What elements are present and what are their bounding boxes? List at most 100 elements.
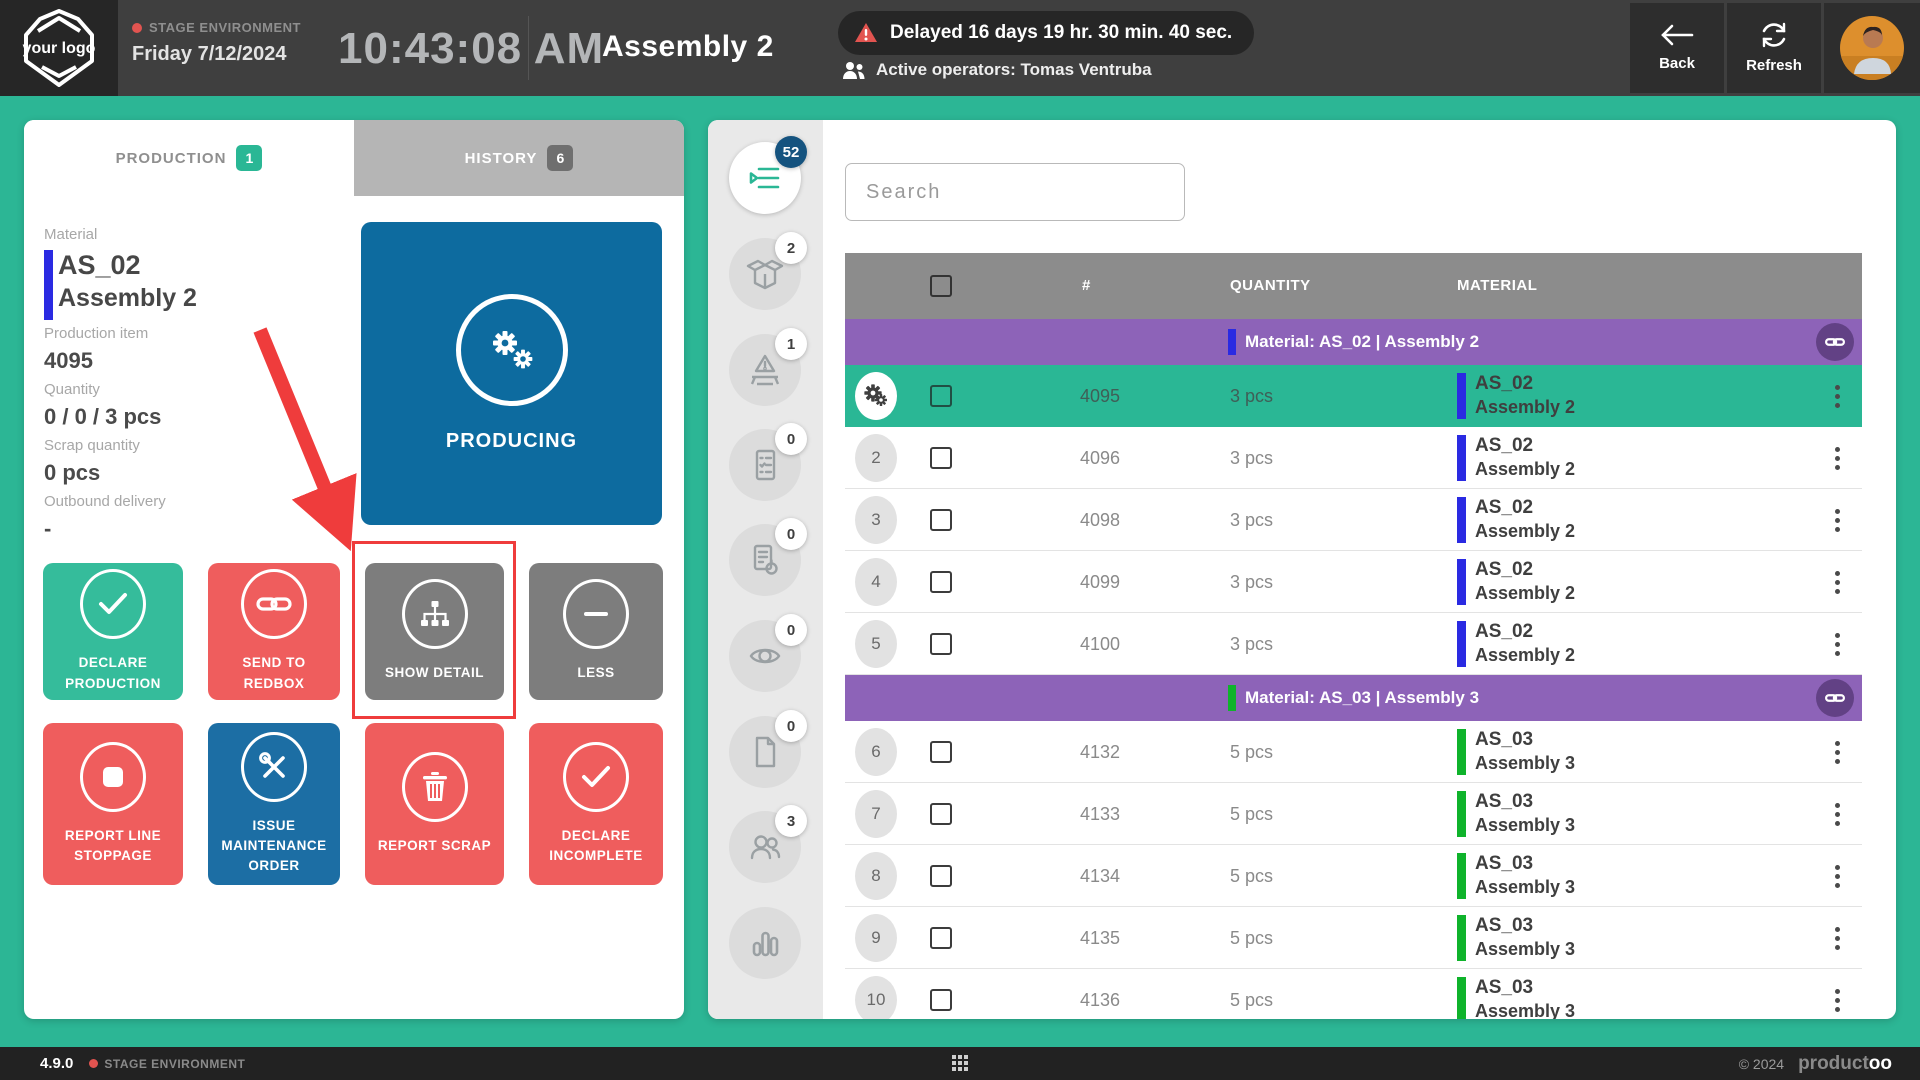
report-line-stoppage-button[interactable]: REPORT LINE STOPPAGE [43, 723, 183, 885]
table-row[interactable]: 7 4133 5 pcs AS_03 Assembly 3 [845, 783, 1862, 845]
tab-history[interactable]: HISTORY 6 [354, 120, 684, 196]
declare-production-button[interactable]: DECLARE PRODUCTION [43, 563, 183, 700]
row-index: 8 [871, 866, 881, 885]
row-number: 4099 [1080, 572, 1121, 592]
producing-circle [455, 294, 568, 406]
row-menu-button[interactable] [1826, 923, 1848, 953]
row-material-name: Assembly 2 [1475, 521, 1576, 541]
order-table: # QUANTITY MATERIAL Material: AS_02 | As… [845, 253, 1862, 1019]
company-logo[interactable]: your logo [0, 0, 118, 96]
tab-production-badge: 1 [236, 145, 263, 171]
producing-status-tile[interactable]: PRODUCING [361, 222, 662, 525]
group-link-icon[interactable] [1816, 679, 1854, 717]
report-scrap-button[interactable]: REPORT SCRAP [365, 723, 504, 885]
rail-item-packaging[interactable]: 2 [729, 232, 807, 310]
rail-item-statistics[interactable] [729, 907, 801, 979]
table-row[interactable]: 10 4136 5 pcs AS_03 Assembly 3 [845, 969, 1862, 1019]
warning-triangle-icon [855, 23, 877, 42]
rail-badge-checklists: 0 [775, 423, 807, 455]
table-row[interactable]: 5 4100 3 pcs AS_02 Assembly 2 [845, 613, 1862, 675]
row-menu-button[interactable] [1826, 443, 1848, 473]
row-material-name: Assembly 3 [1475, 1001, 1576, 1019]
table-row[interactable]: 3 4098 3 pcs AS_02 Assembly 2 [845, 489, 1862, 551]
rail-item-checklists[interactable]: 0 [729, 423, 807, 501]
row-menu-button[interactable] [1826, 505, 1848, 535]
rail-badge-worklist: 52 [775, 136, 807, 168]
row-index-circle: 9 [855, 914, 897, 962]
material-code: AS_02 [58, 250, 141, 280]
hierarchy-circle-icon [401, 579, 468, 650]
declare-incomplete-button[interactable]: DECLARE INCOMPLETE [529, 723, 663, 885]
row-checkbox[interactable] [930, 633, 952, 655]
row-material-code: AS_03 [1475, 729, 1534, 750]
row-checkbox[interactable] [930, 385, 952, 407]
logo-text: your logo [22, 40, 96, 57]
rail-item-documents[interactable]: 0 [729, 710, 807, 788]
row-quantity: 5 pcs [1230, 928, 1274, 948]
row-checkbox[interactable] [930, 447, 952, 469]
row-quantity: 5 pcs [1230, 742, 1274, 762]
table-row[interactable]: 9 4135 5 pcs AS_03 Assembly 3 [845, 907, 1862, 969]
row-menu-button[interactable] [1826, 381, 1848, 411]
row-checkbox[interactable] [930, 865, 952, 887]
group-label: Material: AS_02 | Assembly 2 [1244, 332, 1480, 351]
row-menu-button[interactable] [1826, 737, 1848, 767]
tab-production[interactable]: PRODUCTION 1 [24, 120, 354, 196]
row-number: 4133 [1080, 804, 1121, 824]
rail-item-declarations[interactable]: 0 [729, 518, 807, 596]
app-header: your logo STAGE ENVIRONMENT Friday 7/12/… [0, 0, 1920, 96]
refresh-icon [1762, 22, 1786, 48]
search-input[interactable] [845, 163, 1185, 221]
row-checkbox[interactable] [930, 509, 952, 531]
group-link-icon[interactable] [1816, 323, 1854, 361]
active-operators-text: Active operators: Tomas Ventruba [876, 60, 1152, 79]
refresh-button[interactable]: Refresh [1727, 3, 1821, 93]
row-menu-button[interactable] [1826, 567, 1848, 597]
send-to-redbox-label: SEND TO REDBOX [242, 655, 306, 691]
send-to-redbox-button[interactable]: SEND TO REDBOX [208, 563, 340, 700]
issue-maintenance-order-button[interactable]: ISSUE MAINTENANCE ORDER [208, 723, 340, 885]
user-avatar-block[interactable] [1824, 3, 1920, 93]
row-checkbox[interactable] [930, 927, 952, 949]
show-detail-button[interactable]: SHOW DETAIL [365, 563, 504, 700]
select-all-checkbox[interactable] [930, 275, 952, 297]
table-row[interactable]: 8 4134 5 pcs AS_03 Assembly 3 [845, 845, 1862, 907]
row-material-bar [1457, 977, 1466, 1019]
row-checkbox[interactable] [930, 803, 952, 825]
row-material-code: AS_02 [1475, 497, 1534, 518]
row-material-code: AS_02 [1475, 559, 1534, 580]
row-checkbox[interactable] [930, 989, 952, 1011]
row-number: 4100 [1080, 634, 1121, 654]
rail-badge-operators: 3 [775, 805, 807, 837]
table-row[interactable]: 4095 3 pcs AS_02 Assembly 2 [845, 365, 1862, 427]
row-material-code: AS_03 [1475, 977, 1534, 998]
row-menu-button[interactable] [1826, 629, 1848, 659]
header-divider [528, 16, 529, 80]
quantity-label: Quantity [44, 381, 100, 398]
row-quantity: 5 pcs [1230, 990, 1274, 1010]
row-material-name: Assembly 3 [1475, 939, 1576, 959]
row-menu-button[interactable] [1826, 799, 1848, 829]
row-menu-button[interactable] [1826, 985, 1848, 1015]
table-row[interactable]: 6 4132 5 pcs AS_03 Assembly 3 [845, 721, 1862, 783]
app-footer: 4.9.0 STAGE ENVIRONMENT © 2024 productoo [0, 1047, 1920, 1080]
row-index-circle [855, 372, 897, 420]
table-row[interactable]: 2 4096 3 pcs AS_02 Assembly 2 [845, 427, 1862, 489]
back-button[interactable]: Back [1630, 3, 1724, 93]
row-menu-button[interactable] [1826, 861, 1848, 891]
rail-item-operators[interactable]: 3 [729, 805, 807, 883]
rail-item-watch[interactable]: 0 [729, 614, 807, 692]
less-button[interactable]: LESS [529, 563, 663, 700]
gears-icon [492, 331, 532, 369]
rail-item-line-stoppages[interactable]: 1 [729, 328, 807, 406]
row-material-name: Assembly 2 [1475, 459, 1576, 479]
row-checkbox[interactable] [930, 571, 952, 593]
row-material-name: Assembly 2 [1475, 645, 1576, 665]
rail-item-worklist[interactable]: 52 [729, 136, 807, 214]
apps-grid-icon[interactable] [952, 1055, 968, 1076]
table-row[interactable]: 4 4099 3 pcs AS_02 Assembly 2 [845, 551, 1862, 613]
row-material-code: AS_02 [1475, 621, 1534, 642]
declare-production-label: DECLARE PRODUCTION [65, 655, 161, 691]
row-checkbox[interactable] [930, 741, 952, 763]
row-quantity: 5 pcs [1230, 804, 1274, 824]
